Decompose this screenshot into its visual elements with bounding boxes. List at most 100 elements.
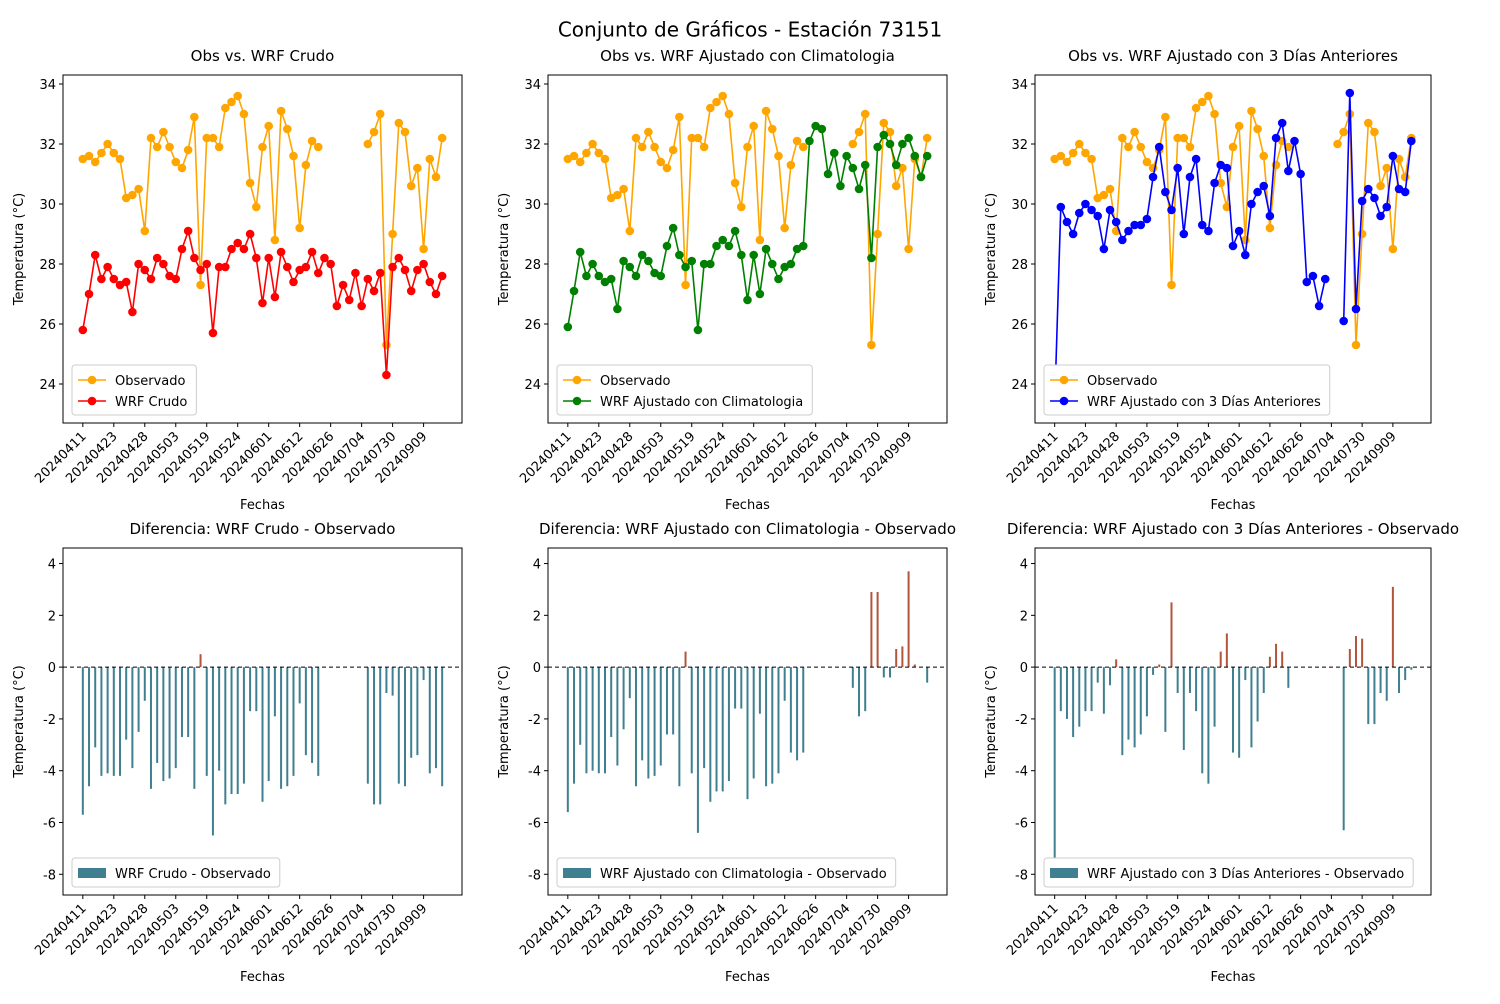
point [413, 163, 422, 173]
point [699, 259, 709, 269]
bar [292, 667, 295, 776]
point [233, 91, 243, 101]
point [1081, 148, 1090, 158]
point [1118, 235, 1127, 245]
bar [317, 667, 320, 776]
bar [1102, 667, 1105, 714]
point [152, 142, 162, 152]
point [388, 229, 397, 239]
bar [1348, 648, 1351, 668]
point [873, 142, 882, 152]
point [644, 127, 653, 137]
y-axis-label: Temperatura (°C) [12, 193, 27, 306]
y-tick-label: 0 [48, 661, 56, 676]
bar [926, 667, 929, 683]
bar [434, 667, 437, 769]
bar [566, 667, 569, 813]
point [792, 136, 802, 146]
bar [585, 667, 588, 774]
bar [622, 667, 625, 730]
y-tick-label: 30 [39, 198, 56, 213]
point [675, 112, 684, 122]
bar [267, 667, 270, 782]
point [1376, 211, 1385, 221]
legend-swatch [563, 868, 591, 878]
y-tick-label: 24 [524, 378, 541, 393]
point [798, 142, 808, 152]
point [631, 271, 641, 281]
point [1204, 91, 1213, 101]
legend-label: Observado [1087, 374, 1158, 389]
point [922, 151, 932, 161]
bar [641, 667, 644, 761]
bar [298, 667, 301, 704]
bar [1053, 667, 1056, 880]
bar [604, 667, 606, 774]
bar [1096, 667, 1099, 683]
bar [410, 667, 413, 758]
point [904, 133, 913, 143]
bar [1275, 643, 1278, 668]
point [755, 235, 765, 245]
point [245, 229, 255, 239]
bar [1225, 633, 1228, 668]
point [848, 163, 858, 173]
point [313, 268, 323, 278]
point [1370, 193, 1379, 203]
bar [1385, 667, 1388, 701]
point [786, 259, 796, 269]
point [301, 262, 311, 272]
point [737, 250, 746, 260]
point [730, 226, 740, 236]
bar [1207, 667, 1210, 784]
point [1130, 127, 1139, 137]
y-tick-label: 2 [48, 609, 56, 624]
point [1118, 133, 1127, 143]
legend-marker [87, 375, 97, 385]
bar [205, 667, 208, 776]
point [276, 247, 286, 257]
bar [143, 667, 146, 701]
axes-frame [1034, 74, 1432, 424]
point [1136, 142, 1146, 152]
point [307, 136, 317, 146]
bar [709, 667, 712, 802]
point [363, 274, 373, 284]
point [1185, 142, 1195, 152]
point [1222, 163, 1232, 173]
bar [1065, 667, 1068, 719]
point [1179, 229, 1189, 239]
bar [1268, 656, 1271, 668]
point [743, 295, 752, 305]
point [575, 247, 585, 257]
point [873, 229, 882, 239]
point [1370, 127, 1379, 137]
point [644, 256, 653, 266]
point [258, 298, 267, 308]
y-tick-label: 0 [533, 661, 541, 676]
bar [199, 654, 202, 668]
y-tick-label: 2 [533, 609, 541, 624]
bar [789, 667, 792, 753]
bar [131, 667, 134, 769]
bar [1195, 667, 1198, 712]
point [425, 277, 435, 287]
axes-frame [547, 547, 948, 896]
y-tick-label: 4 [48, 558, 56, 573]
bar [391, 667, 394, 696]
y-tick-label: -8 [43, 868, 56, 883]
point [879, 118, 889, 128]
point [1271, 133, 1281, 143]
bar [1188, 667, 1191, 694]
point [879, 130, 889, 140]
y-axis-label: Temperatura (°C) [984, 665, 999, 778]
point [214, 142, 224, 152]
y-tick-label: 2 [1020, 609, 1028, 624]
bar [1170, 602, 1173, 668]
point [1099, 190, 1109, 200]
point [898, 139, 907, 149]
bar [441, 667, 444, 787]
bar [777, 667, 780, 774]
point [798, 241, 808, 251]
point [780, 223, 789, 233]
